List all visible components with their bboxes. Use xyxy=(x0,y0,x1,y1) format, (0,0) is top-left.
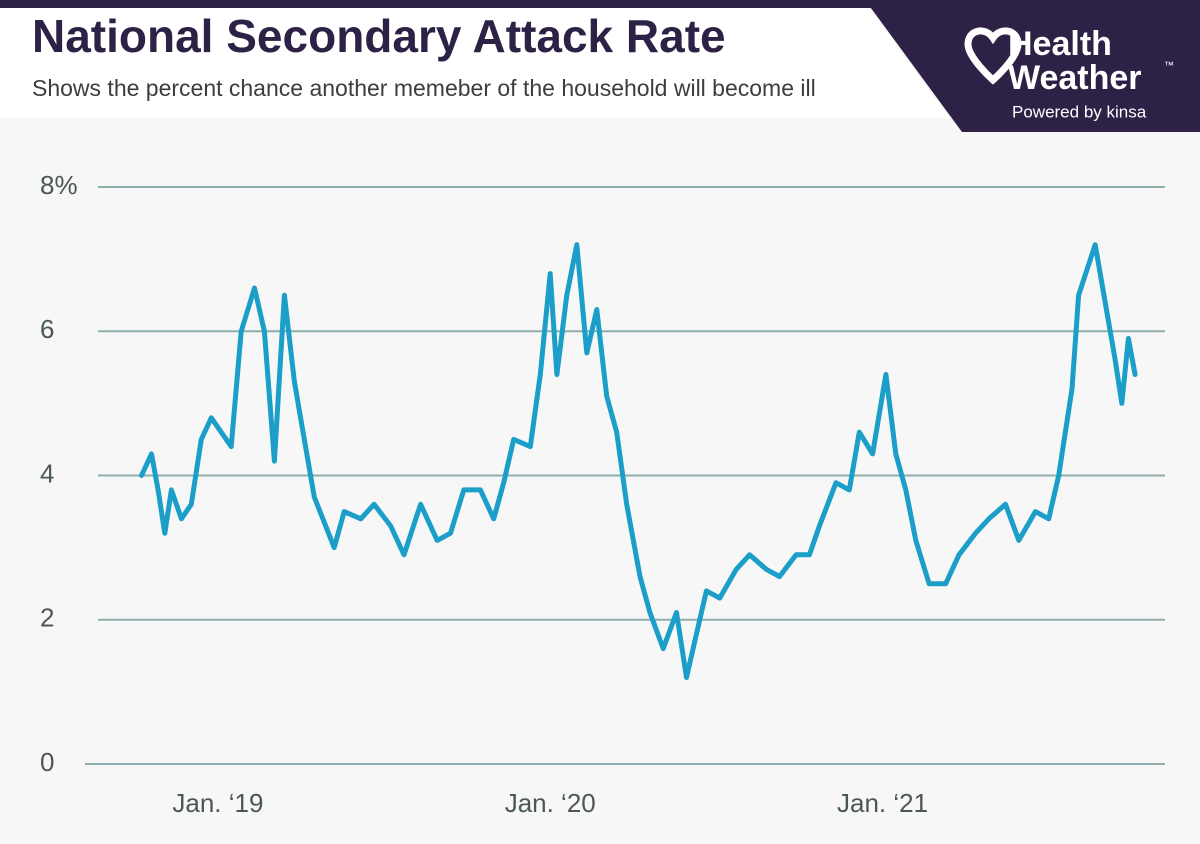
brand-panel xyxy=(865,0,1200,132)
top-stripe xyxy=(0,0,1200,8)
brand-name: Weather xyxy=(1008,59,1142,97)
x-tick-label: Jan. ‘21 xyxy=(837,788,928,818)
title-banner xyxy=(0,8,950,118)
y-tick-label: 0 xyxy=(40,747,54,777)
powered-by: Powered by kinsa xyxy=(1012,102,1147,121)
y-tick-label: 4 xyxy=(40,458,54,488)
y-tick-label: 2 xyxy=(40,603,54,633)
x-tick-label: Jan. ‘20 xyxy=(505,788,596,818)
y-tick-label: 8% xyxy=(40,170,78,200)
y-tick-label: 6 xyxy=(40,314,54,344)
x-tick-label: Jan. ‘19 xyxy=(172,788,263,818)
chart-title: National Secondary Attack Rate xyxy=(32,10,726,62)
chart-subtitle: Shows the percent chance another memeber… xyxy=(32,75,816,101)
trademark: ™ xyxy=(1164,61,1174,72)
brand-name: Health xyxy=(1008,25,1112,63)
brand-logo xyxy=(964,27,1022,85)
data-line xyxy=(139,242,1138,680)
